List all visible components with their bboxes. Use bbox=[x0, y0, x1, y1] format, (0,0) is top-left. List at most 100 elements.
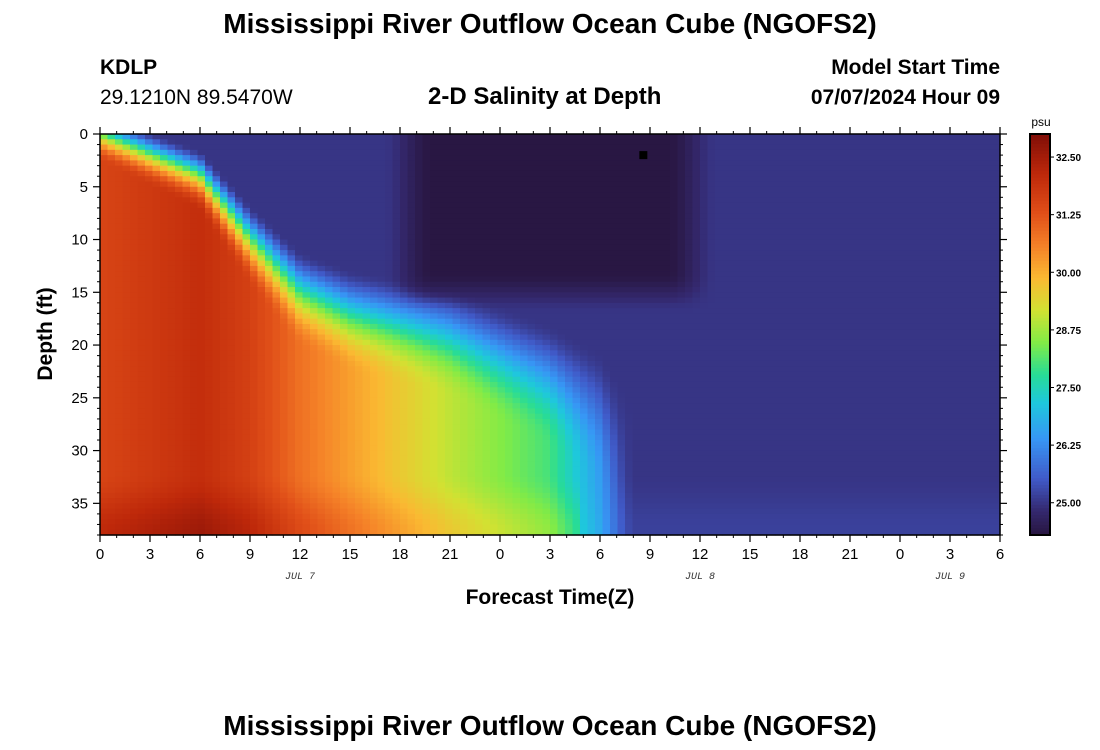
heatmap-cell bbox=[572, 276, 581, 283]
heatmap-cell bbox=[520, 144, 529, 151]
heatmap-cell bbox=[452, 213, 461, 220]
heatmap-cell bbox=[220, 281, 229, 288]
heatmap-cell bbox=[377, 292, 386, 299]
heatmap-cell bbox=[167, 482, 176, 489]
heatmap-cell bbox=[445, 466, 454, 473]
heatmap-cell bbox=[317, 350, 326, 357]
heatmap-cell bbox=[242, 139, 251, 146]
heatmap-cell bbox=[475, 139, 484, 146]
heatmap-cell bbox=[227, 466, 236, 473]
heatmap-cell bbox=[482, 461, 491, 468]
heatmap-cell bbox=[482, 228, 491, 235]
heatmap-cell bbox=[302, 149, 311, 156]
heatmap-cell bbox=[452, 487, 461, 494]
heatmap-cell bbox=[362, 366, 371, 373]
heatmap-cell bbox=[370, 366, 379, 373]
heatmap-cell bbox=[355, 450, 364, 457]
heatmap-cell bbox=[355, 234, 364, 241]
heatmap-cell bbox=[512, 366, 521, 373]
heatmap-cell bbox=[137, 281, 146, 288]
heatmap-cell bbox=[317, 149, 326, 156]
heatmap-cell bbox=[535, 519, 544, 526]
heatmap-cell bbox=[407, 318, 416, 325]
heatmap-cell bbox=[422, 360, 431, 367]
heatmap-cell bbox=[377, 371, 386, 378]
heatmap-cell bbox=[242, 434, 251, 441]
heatmap-cell bbox=[415, 134, 424, 140]
heatmap-cell bbox=[437, 345, 446, 351]
heatmap-cell bbox=[370, 255, 379, 262]
heatmap-cell bbox=[460, 413, 469, 420]
heatmap-cell bbox=[235, 139, 244, 146]
heatmap-cell bbox=[122, 218, 131, 225]
heatmap-cell bbox=[130, 250, 139, 256]
heatmap-cell bbox=[302, 434, 311, 441]
heatmap-cell bbox=[107, 455, 116, 462]
heatmap-cell bbox=[235, 207, 244, 214]
heatmap-cell bbox=[557, 287, 566, 293]
heatmap-cell bbox=[565, 350, 574, 357]
heatmap-cell bbox=[550, 260, 559, 267]
heatmap-cell bbox=[152, 355, 161, 362]
heatmap-cell bbox=[392, 139, 401, 146]
heatmap-cell bbox=[137, 134, 146, 140]
heatmap-cell bbox=[265, 498, 274, 504]
heatmap-cell bbox=[167, 366, 176, 373]
heatmap-cell bbox=[377, 165, 386, 172]
heatmap-cell bbox=[250, 302, 259, 309]
heatmap-cell bbox=[445, 281, 454, 288]
heatmap-cell bbox=[242, 297, 251, 304]
heatmap-cell bbox=[265, 350, 274, 357]
heatmap-cell bbox=[250, 139, 259, 146]
heatmap-cell bbox=[407, 234, 416, 241]
heatmap-cell bbox=[535, 492, 544, 499]
heatmap-cell bbox=[527, 313, 536, 320]
heatmap-cell bbox=[272, 392, 281, 399]
heatmap-cell bbox=[572, 181, 581, 188]
heatmap-cell bbox=[280, 213, 289, 220]
heatmap-cell bbox=[460, 424, 469, 431]
heatmap-cell bbox=[520, 265, 529, 272]
heatmap-cell bbox=[437, 461, 446, 468]
heatmap-cell bbox=[347, 250, 356, 256]
heatmap-cell bbox=[152, 360, 161, 367]
heatmap-cell bbox=[392, 218, 401, 225]
heatmap-cell bbox=[490, 334, 499, 341]
heatmap-cell bbox=[460, 186, 469, 193]
heatmap-cell bbox=[452, 155, 461, 161]
heatmap-cell bbox=[430, 197, 439, 204]
heatmap-cell bbox=[167, 234, 176, 241]
heatmap-cell bbox=[107, 418, 116, 425]
heatmap-cell bbox=[242, 413, 251, 420]
heatmap-cell bbox=[235, 318, 244, 325]
heatmap-cell bbox=[580, 329, 589, 336]
heatmap-cell bbox=[197, 207, 206, 214]
heatmap-cell bbox=[482, 271, 491, 278]
heatmap-cell bbox=[317, 281, 326, 288]
heatmap-cell bbox=[385, 155, 394, 161]
heatmap-cell bbox=[317, 339, 326, 346]
heatmap-cell bbox=[152, 329, 161, 336]
heatmap-cell bbox=[550, 445, 559, 452]
heatmap-cell bbox=[512, 244, 521, 251]
heatmap-cell bbox=[287, 281, 296, 288]
heatmap-cell bbox=[265, 287, 274, 293]
heatmap-cell bbox=[497, 186, 506, 193]
heatmap-cell bbox=[250, 202, 259, 209]
heatmap-cell bbox=[137, 197, 146, 204]
heatmap-cell bbox=[520, 524, 529, 531]
heatmap-cell bbox=[212, 313, 221, 320]
heatmap-cell bbox=[505, 471, 514, 478]
heatmap-cell bbox=[572, 471, 581, 478]
heatmap-cell bbox=[437, 260, 446, 267]
heatmap-cell bbox=[325, 176, 334, 183]
heatmap-cell bbox=[460, 366, 469, 373]
heatmap-cell bbox=[370, 424, 379, 431]
heatmap-cell bbox=[242, 408, 251, 415]
heatmap-cell bbox=[497, 334, 506, 341]
heatmap-cell bbox=[235, 323, 244, 330]
heatmap-cell bbox=[422, 234, 431, 241]
heatmap-cell bbox=[145, 297, 154, 304]
heatmap-cell bbox=[317, 429, 326, 436]
heatmap-cell bbox=[512, 149, 521, 156]
